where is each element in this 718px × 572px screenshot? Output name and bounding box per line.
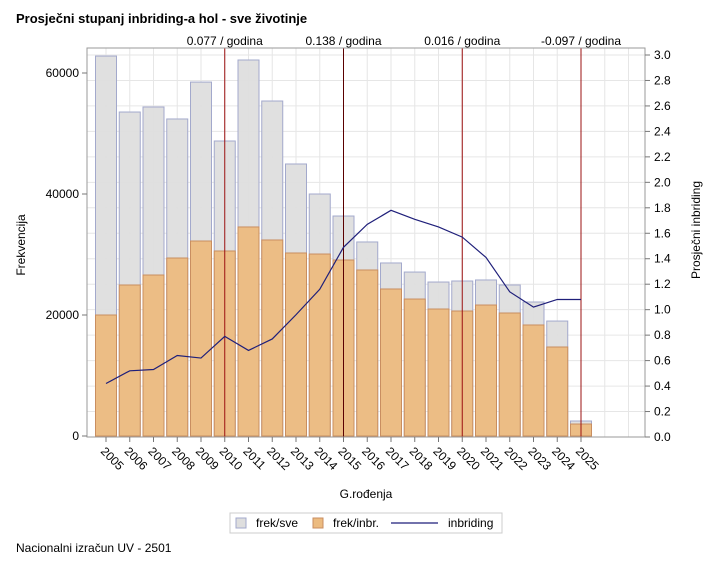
bar-frek-inbr [546,346,569,437]
y2-tick-label: 2.4 [654,124,671,138]
bar-frek-inbr [380,288,402,437]
y2-tick-label: 0.2 [654,405,671,419]
bars [95,55,592,437]
x-tick-label: 2008 [169,444,198,473]
inbriding-line [105,209,581,385]
legend-swatch-frek-inbr [312,517,324,529]
y2-tick-label: 2.8 [654,73,671,87]
bar-frek-inbr [95,314,117,437]
legend-label-frek-sve: frek/sve [256,516,298,530]
x-tick-label: 2017 [383,444,412,473]
bar-frek-inbr [237,226,260,437]
bar-frek-inbr [475,304,497,437]
legend-swatch-frek-sve [235,517,247,529]
y-tick-label: 20000 [46,308,80,322]
bar-frek-inbr [308,253,331,437]
y2-tick-label: 1.0 [654,303,671,317]
x-axis-label: G.rođenja [340,487,393,501]
bar-frek-inbr [142,274,165,437]
x-tick-label: 2024 [549,444,578,473]
y-tick-label: 40000 [46,187,80,201]
y2-tick-label: 2.6 [654,99,671,113]
y2-tick-label: 2.2 [654,150,671,164]
bar-frek-inbr [427,308,450,437]
bar-frek-inbr [118,284,141,437]
x-tick-label: 2015 [335,444,364,473]
reference-line-label: -0.097 / godina [541,34,621,48]
x-tick-label: 2012 [264,444,293,473]
plot-frame [86,47,646,438]
y2-tick-label: 1.4 [654,252,671,266]
x-tick-label: 2019 [430,444,459,473]
y2-tick-label: 1.8 [654,201,671,215]
x-tick-label: 2007 [145,444,174,473]
x-tick-label: 2013 [288,444,317,473]
bar-frek-inbr [166,257,189,437]
x-tick-label: 2022 [502,444,531,473]
inbreeding-line-series [105,209,581,385]
chart-title: Prosječni stupanj inbriding-a hol - sve … [16,11,307,26]
reference-line-label: 0.138 / godina [305,34,381,48]
bar-frek-inbr [403,298,426,437]
bar-frek-inbr [285,252,307,437]
x-tick-label: 2009 [193,444,222,473]
x-tick-label: 2018 [407,444,436,473]
x-tick-label: 2014 [312,444,341,473]
y2-tick-label: 1.6 [654,226,671,240]
y2-tick-label: 0.4 [654,379,671,393]
footnote: Nacionalni izračun UV - 2501 [16,541,172,555]
bar-frek-inbr [190,240,212,437]
legend-label-frek-inbr: frek/inbr. [333,516,379,530]
bar-frek-inbr [522,324,545,437]
reference-line-label: 0.016 / godina [424,34,500,48]
x-tick-label: 2016 [359,444,388,473]
y2-tick-label: 2.0 [654,175,671,189]
bar-frek-inbr [356,269,379,437]
legend-frame [229,512,503,534]
x-tick-label: 2011 [240,444,268,472]
y2-tick-label: 1.2 [654,277,671,291]
x-tick-label: 2025 [573,444,602,473]
y2-tick-label: 0.6 [654,354,671,368]
bar-frek-inbr [498,312,521,437]
x-tick-label: 2021 [478,444,507,473]
y2-tick-label: 0.0 [654,430,671,444]
x-tick-label: 2010 [217,444,246,473]
y2-tick-label: 0.8 [654,328,671,342]
y-tick-label: 60000 [46,66,80,80]
x-tick-label: 2023 [525,444,554,473]
y-axis-label: Frekvencija [14,214,28,276]
bar-frek-inbr [261,239,284,437]
y-tick-label: 0 [72,429,79,443]
y2-tick-label: 3.0 [654,48,671,62]
x-tick-label: 2020 [454,444,483,473]
legend: frek/sve frek/inbr. inbriding [229,512,503,534]
x-tick-label: 2005 [98,444,127,473]
y2-axis-label: Prosječni inbriding [689,181,703,279]
reference-lines: 0.077 / godina 0.138 / godina 0.016 / godi… [187,34,621,437]
reference-line-label: 0.077 / godina [187,34,263,48]
x-tick-label: 2006 [122,444,151,473]
legend-label-inbriding: inbriding [448,516,493,530]
